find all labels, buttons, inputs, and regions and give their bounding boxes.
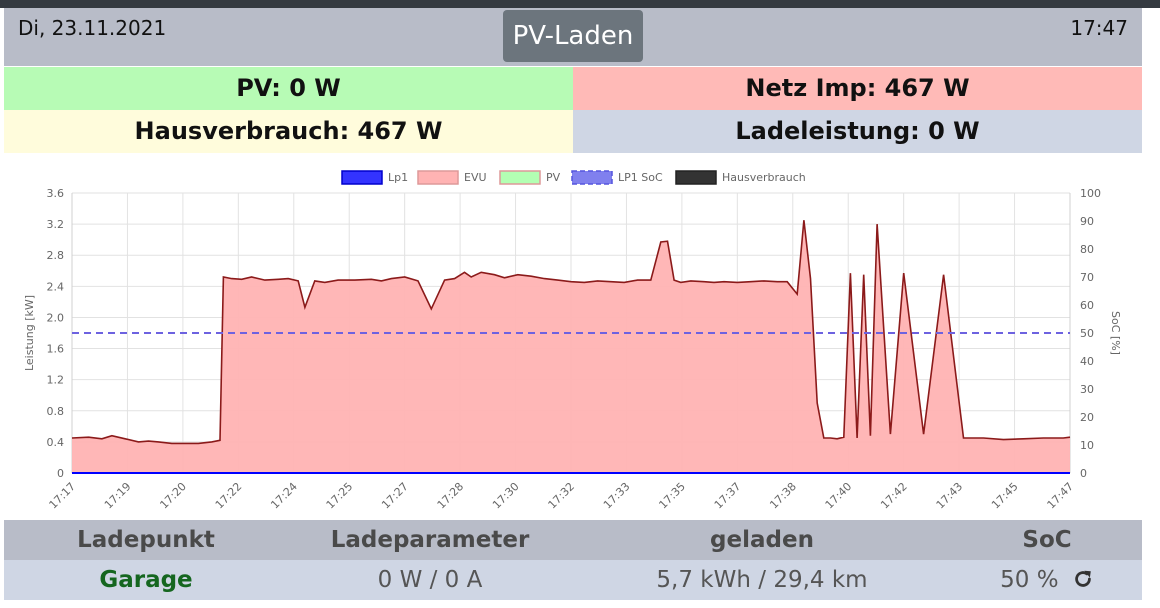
- x-tick-3: 17:22: [213, 480, 245, 512]
- power-chart: Lp1 EVU PV LP1 SoC Hausverbrauch 0 0.4 0.8 1.2 1.…: [4, 160, 1142, 520]
- header-ladepunkt: Ladepunkt: [77, 527, 215, 553]
- y-tick-3: 1.2: [47, 374, 65, 387]
- soc-cell: 50 %: [952, 560, 1142, 600]
- grid-import-stat: Netz Imp: 467 W: [573, 67, 1142, 110]
- x-tick-9: 17:32: [546, 480, 578, 512]
- y2-tick-3: 30: [1080, 383, 1094, 396]
- x-tick-14: 17:40: [823, 480, 855, 512]
- chargepoint-name-garage[interactable]: Garage: [99, 567, 193, 593]
- y-tick-8: 3.2: [47, 218, 65, 231]
- legend-swatch-2: [499, 170, 541, 185]
- y2-tick-9: 90: [1080, 215, 1094, 228]
- y-tick-7: 2.8: [47, 249, 65, 262]
- y2-tick-10: 100: [1080, 187, 1101, 200]
- y2-tick-7: 70: [1080, 271, 1094, 284]
- charging-power-stat: Ladeleistung: 0 W: [573, 110, 1142, 153]
- evu-line: [71, 220, 1071, 445]
- legend-label-0: Lp1: [388, 171, 408, 184]
- x-tick-8: 17:30: [490, 480, 522, 512]
- pv-power-stat: PV: 0 W: [4, 67, 573, 110]
- chargepoint-row: Garage 0 W / 0 A 5,7 kWh / 29,4 km 50 %: [4, 560, 1142, 600]
- y-tick-4: 1.6: [47, 343, 65, 356]
- legend-swatch-0: [341, 170, 383, 185]
- evu-area: [72, 220, 1070, 473]
- x-tick-4: 17:24: [268, 480, 300, 512]
- x-tick-0: 17:17: [47, 480, 79, 512]
- x-tick-2: 17:20: [157, 480, 189, 512]
- x-tick-6: 17:27: [379, 480, 411, 512]
- legend-swatch-4: [675, 170, 717, 185]
- y2-tick-4: 40: [1080, 355, 1094, 368]
- x-tick-1: 17:19: [102, 480, 134, 512]
- legend-swatch-1: [417, 170, 459, 185]
- header-soc: SoC: [1022, 527, 1072, 553]
- y2-axis-label: SoC [%]: [1109, 311, 1122, 355]
- top-strip: [0, 0, 1160, 8]
- x-tick-10: 17:33: [601, 480, 633, 512]
- x-tick-7: 17:28: [435, 480, 467, 512]
- y2-tick-0: 0: [1080, 467, 1087, 480]
- y-tick-1: 0.4: [47, 436, 65, 449]
- x-tick-16: 17:43: [934, 480, 966, 512]
- x-tick-11: 17:35: [656, 480, 688, 512]
- legend-label-4: Hausverbrauch: [722, 171, 806, 184]
- header-bar: Di, 23.11.2021 PV-Laden 17:47: [4, 8, 1142, 66]
- header-time: 17:47: [1070, 16, 1128, 40]
- y-tick-0: 0: [57, 467, 64, 480]
- header-date: Di, 23.11.2021: [18, 16, 167, 40]
- y-tick-6: 2.4: [47, 280, 65, 293]
- y2-tick-2: 20: [1080, 411, 1094, 424]
- x-tick-13: 17:38: [767, 480, 799, 512]
- y2-tick-6: 60: [1080, 299, 1094, 312]
- header-geladen: geladen: [710, 527, 814, 553]
- x-tick-17: 17:45: [989, 480, 1021, 512]
- y-tick-5: 2.0: [47, 311, 65, 324]
- y2-tick-5: 50: [1080, 327, 1094, 340]
- x-tick-18: 17:47: [1045, 480, 1077, 512]
- y2-tick-8: 80: [1080, 243, 1094, 256]
- chargepoint-table-header: Ladepunkt Ladeparameter geladen SoC: [4, 520, 1142, 560]
- legend-swatch-3: [571, 170, 613, 185]
- x-tick-15: 17:42: [878, 480, 910, 512]
- legend-label-2: PV: [546, 171, 561, 184]
- y2-tick-1: 10: [1080, 439, 1094, 452]
- legend-label-3: LP1 SoC: [618, 171, 663, 184]
- y-tick-2: 0.8: [47, 405, 65, 418]
- charged-energy: 5,7 kWh / 29,4 km: [656, 567, 868, 593]
- x-tick-12: 17:37: [712, 480, 744, 512]
- charge-parameters: 0 W / 0 A: [377, 567, 483, 593]
- legend-label-1: EVU: [464, 171, 487, 184]
- power-chart-svg: Lp1 EVU PV LP1 SoC Hausverbrauch 0 0.4 0.8 1.2 1.…: [23, 170, 1122, 512]
- refresh-icon[interactable]: [1072, 568, 1094, 590]
- x-tick-5: 17:25: [324, 480, 356, 512]
- charge-mode-button[interactable]: PV-Laden: [503, 10, 643, 62]
- y-axis-label: Leistung [kW]: [23, 295, 36, 371]
- y-tick-9: 3.6: [47, 187, 65, 200]
- house-consumption-stat: Hausverbrauch: 467 W: [4, 110, 573, 153]
- soc-value: 50 %: [1000, 567, 1059, 593]
- header-ladeparameter: Ladeparameter: [330, 527, 530, 553]
